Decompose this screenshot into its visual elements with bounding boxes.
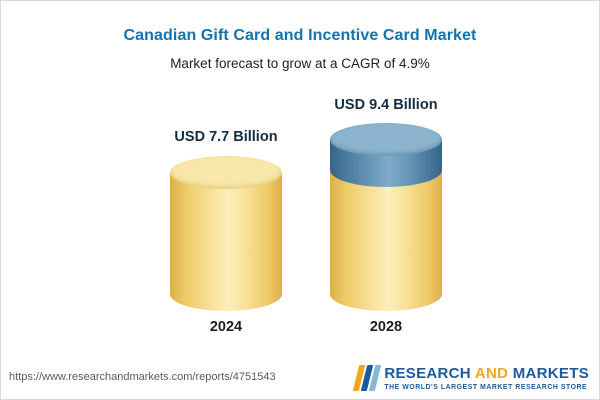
footer: https://www.researchandmarkets.com/repor… xyxy=(1,355,599,399)
report-url: https://www.researchandmarkets.com/repor… xyxy=(9,371,276,383)
bar-2028-top-ellipse xyxy=(330,123,442,156)
logo-stripes-icon xyxy=(353,365,382,391)
value-label-2024: USD 7.7 Billion xyxy=(174,129,278,145)
bar-2028-base-segment xyxy=(330,171,442,311)
logo-word-research: RESEARCH xyxy=(384,365,471,382)
logo-text: RESEARCH AND MARKETS THE WORLD'S LARGEST… xyxy=(384,365,589,391)
chart-subtitle: Market forecast to grow at a CAGR of 4.9… xyxy=(170,56,430,71)
chart-title: Canadian Gift Card and Incentive Card Ma… xyxy=(123,27,477,44)
x-axis-label-2024: 2024 xyxy=(209,319,243,335)
bar-2024-body xyxy=(170,172,282,311)
bar-2024-cylinder xyxy=(170,156,282,311)
research-and-markets-logo: RESEARCH AND MARKETS THE WORLD'S LARGEST… xyxy=(353,365,589,391)
logo-word-and: AND xyxy=(474,365,509,382)
bar-2024-top-ellipse xyxy=(170,156,282,189)
value-label-2028: USD 9.4 Billion xyxy=(334,97,438,113)
x-axis-label-2028: 2028 xyxy=(369,319,403,335)
logo-word-markets: MARKETS xyxy=(512,365,589,382)
logo-tagline: THE WORLD'S LARGEST MARKET RESEARCH STOR… xyxy=(384,384,588,391)
bar-2028-cylinder xyxy=(330,123,442,311)
